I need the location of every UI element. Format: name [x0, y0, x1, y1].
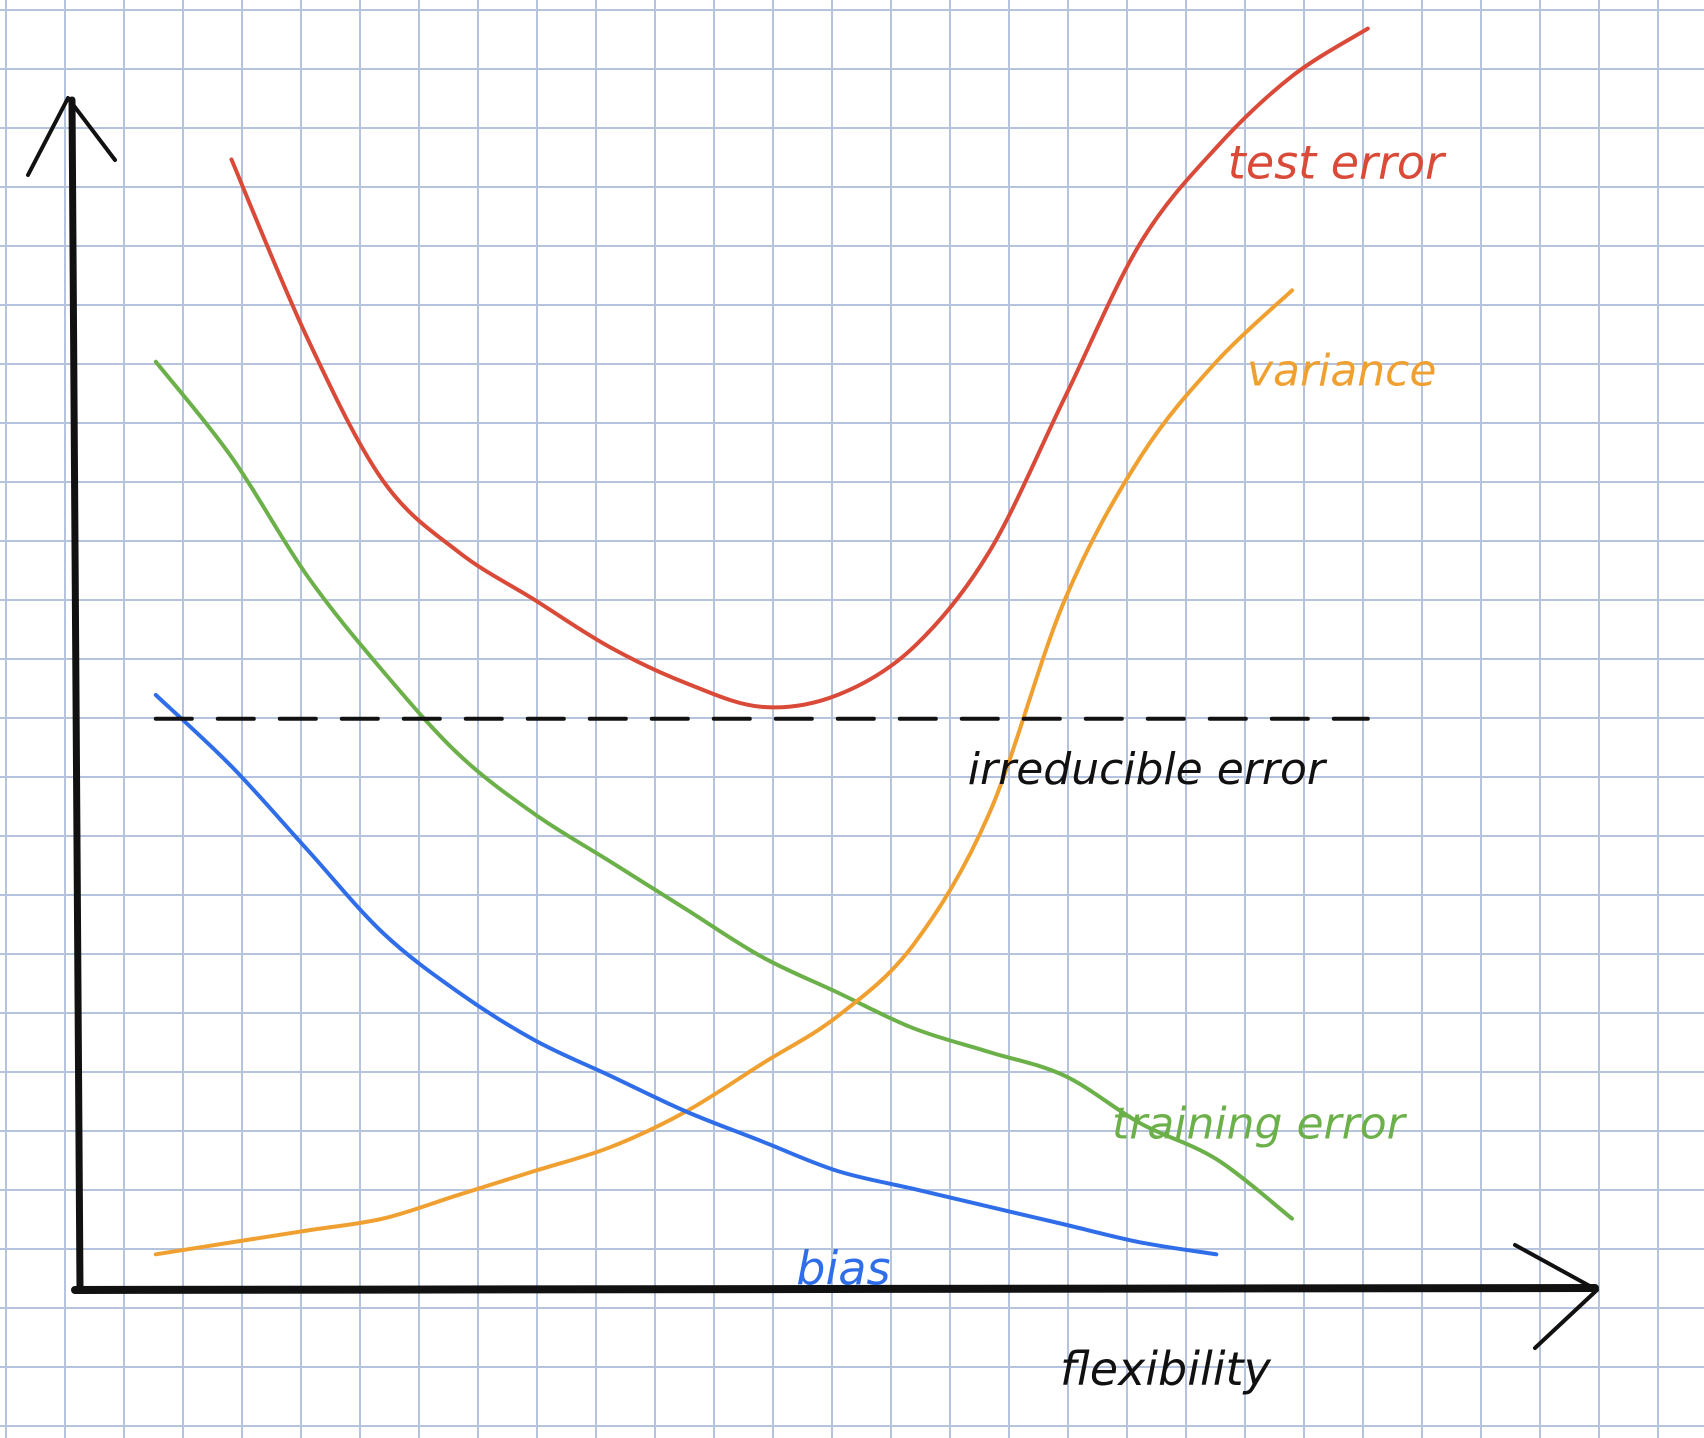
- series-line-bias: [153, 693, 1219, 1257]
- label-layer: test error variance irreducible error train…: [796, 136, 1447, 1296]
- x-axis-label: flexibility: [1060, 1342, 1272, 1396]
- series-layer: [153, 26, 1370, 1257]
- series-label-bias: bias: [796, 1241, 890, 1295]
- series-label-training-error: training error: [1112, 1099, 1408, 1150]
- series-label-irreducible-error: irreducible error: [968, 744, 1328, 795]
- series-line-variance: [153, 288, 1294, 1257]
- series-line-test-error: [229, 26, 1370, 710]
- x-axis: [71, 1284, 1599, 1294]
- series-label-variance: variance: [1247, 345, 1436, 396]
- series-line-training-error: [153, 359, 1294, 1221]
- y-axis: [68, 96, 84, 1294]
- axes: [26, 96, 1599, 1350]
- series-label-test-error: test error: [1228, 136, 1447, 190]
- x-axis-arrow: [1513, 1243, 1599, 1350]
- y-axis-arrow: [26, 96, 117, 177]
